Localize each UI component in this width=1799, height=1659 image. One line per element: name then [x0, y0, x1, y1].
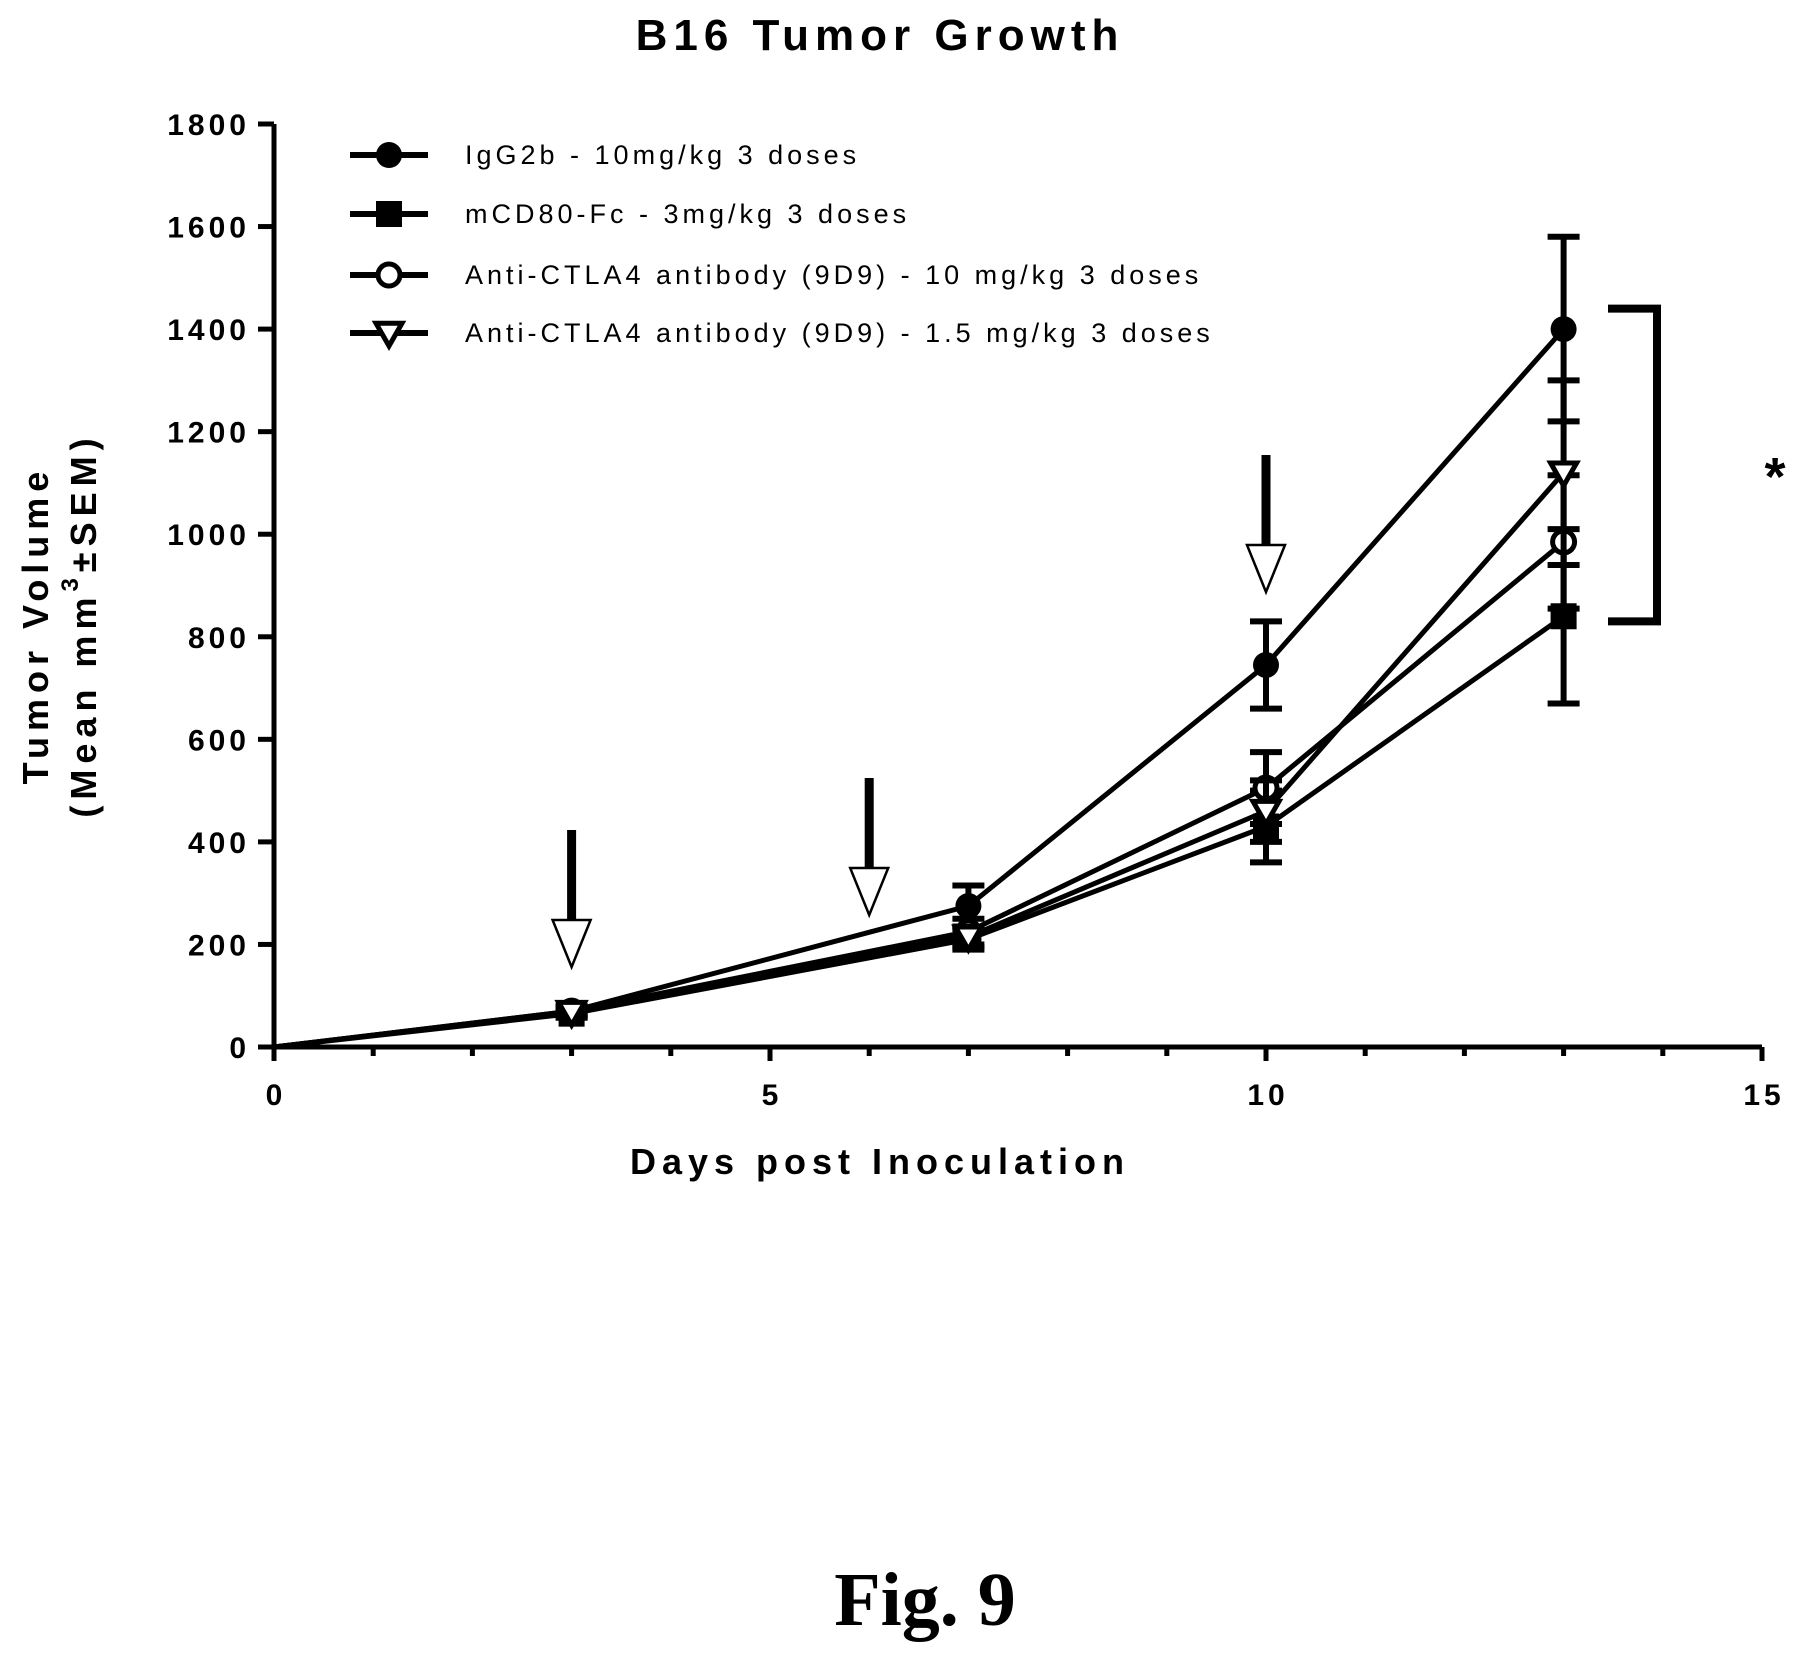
dose-arrow-head [848, 866, 891, 919]
y-axis-label-line1: Tumor Volume [15, 466, 56, 785]
series [273, 526, 1580, 1050]
y-tick-label: 1200 [167, 417, 250, 450]
significance-bracket: * [1608, 304, 1786, 626]
chart-legend: IgG2b - 10mg/kg 3 doses mCD80-Fc - 3mg/kg… [350, 140, 1214, 352]
y-tick-label: 1800 [167, 109, 250, 142]
figure-label: Fig. 9 [834, 1558, 1016, 1642]
legend-label: Anti-CTLA4 antibody (9D9) - 1.5 mg/kg 3 … [465, 318, 1214, 348]
series [273, 472, 1580, 1050]
series-line [273, 614, 1566, 1050]
y-tick-label: 200 [188, 929, 250, 962]
marker-filled-circle [1550, 316, 1577, 343]
y-tick-label: 1000 [167, 519, 250, 552]
significance-star: * [1764, 447, 1785, 507]
y-axis-label-superscript: 3 [57, 572, 84, 591]
y-tick-label: 600 [188, 724, 250, 757]
y-tick-label: 1400 [167, 314, 250, 347]
marker-open-triangle [554, 999, 589, 1031]
series [273, 233, 1580, 1050]
marker-filled-square [376, 201, 402, 227]
dose-arrow-head [1245, 543, 1287, 596]
legend-label: IgG2b - 10mg/kg 3 doses [465, 140, 860, 170]
y-axis-label-prefix: (Mean mm [63, 592, 104, 818]
x-tick-label: 15 [1743, 1079, 1784, 1112]
marker-open-triangle [371, 320, 407, 352]
x-tick-label: 0 [266, 1079, 287, 1112]
significance-bracket-line [1608, 304, 1661, 626]
marker-filled-circle [1253, 651, 1279, 678]
dose-arrow [1245, 455, 1287, 596]
marker-open-triangle [1248, 798, 1284, 830]
y-axis-label-line2: (Mean mm3±SEM) [57, 432, 104, 817]
data-series [273, 233, 1581, 1050]
y-axis-label: Tumor Volume (Mean mm3±SEM) [15, 432, 104, 817]
y-tick-label: 800 [188, 622, 250, 655]
dose-arrow [848, 778, 891, 919]
dose-arrows [550, 455, 1287, 971]
x-axis-label: Days post Inoculation [630, 1141, 1130, 1182]
series [273, 377, 1581, 1050]
y-tick-label: 0 [229, 1032, 250, 1065]
legend-label: Anti-CTLA4 antibody (9D9) - 10 mg/kg 3 d… [465, 260, 1202, 290]
dose-arrow [550, 830, 593, 971]
legend-item: mCD80-Fc - 3mg/kg 3 doses [350, 199, 910, 229]
y-tick-label: 400 [188, 827, 250, 860]
x-tick-label: 10 [1247, 1079, 1288, 1112]
y-tick-label: 1600 [167, 212, 250, 245]
y-axis-label-suffix: ±SEM) [63, 432, 104, 572]
legend-item: IgG2b - 10mg/kg 3 doses [350, 140, 860, 170]
series-line [273, 539, 1566, 1050]
chart-axes: 0 200 400 600 800 1000 1200 1400 1600 1800 0 5 10 15 [167, 109, 1784, 1112]
x-tick-label: 5 [762, 1079, 783, 1112]
marker-open-circle [375, 261, 403, 289]
legend-item: Anti-CTLA4 antibody (9D9) - 10 mg/kg 3 d… [350, 260, 1202, 290]
marker-open-triangle [951, 924, 986, 955]
legend-label: mCD80-Fc - 3mg/kg 3 doses [465, 199, 910, 229]
marker-open-triangle [1546, 460, 1581, 491]
chart-title: B16 Tumor Growth [636, 11, 1125, 60]
marker-filled-circle [955, 892, 982, 919]
legend-item: Anti-CTLA4 antibody (9D9) - 1.5 mg/kg 3 … [350, 318, 1214, 352]
marker-filled-circle [376, 142, 402, 168]
dose-arrow-head [550, 918, 593, 971]
series-line [273, 471, 1566, 1050]
